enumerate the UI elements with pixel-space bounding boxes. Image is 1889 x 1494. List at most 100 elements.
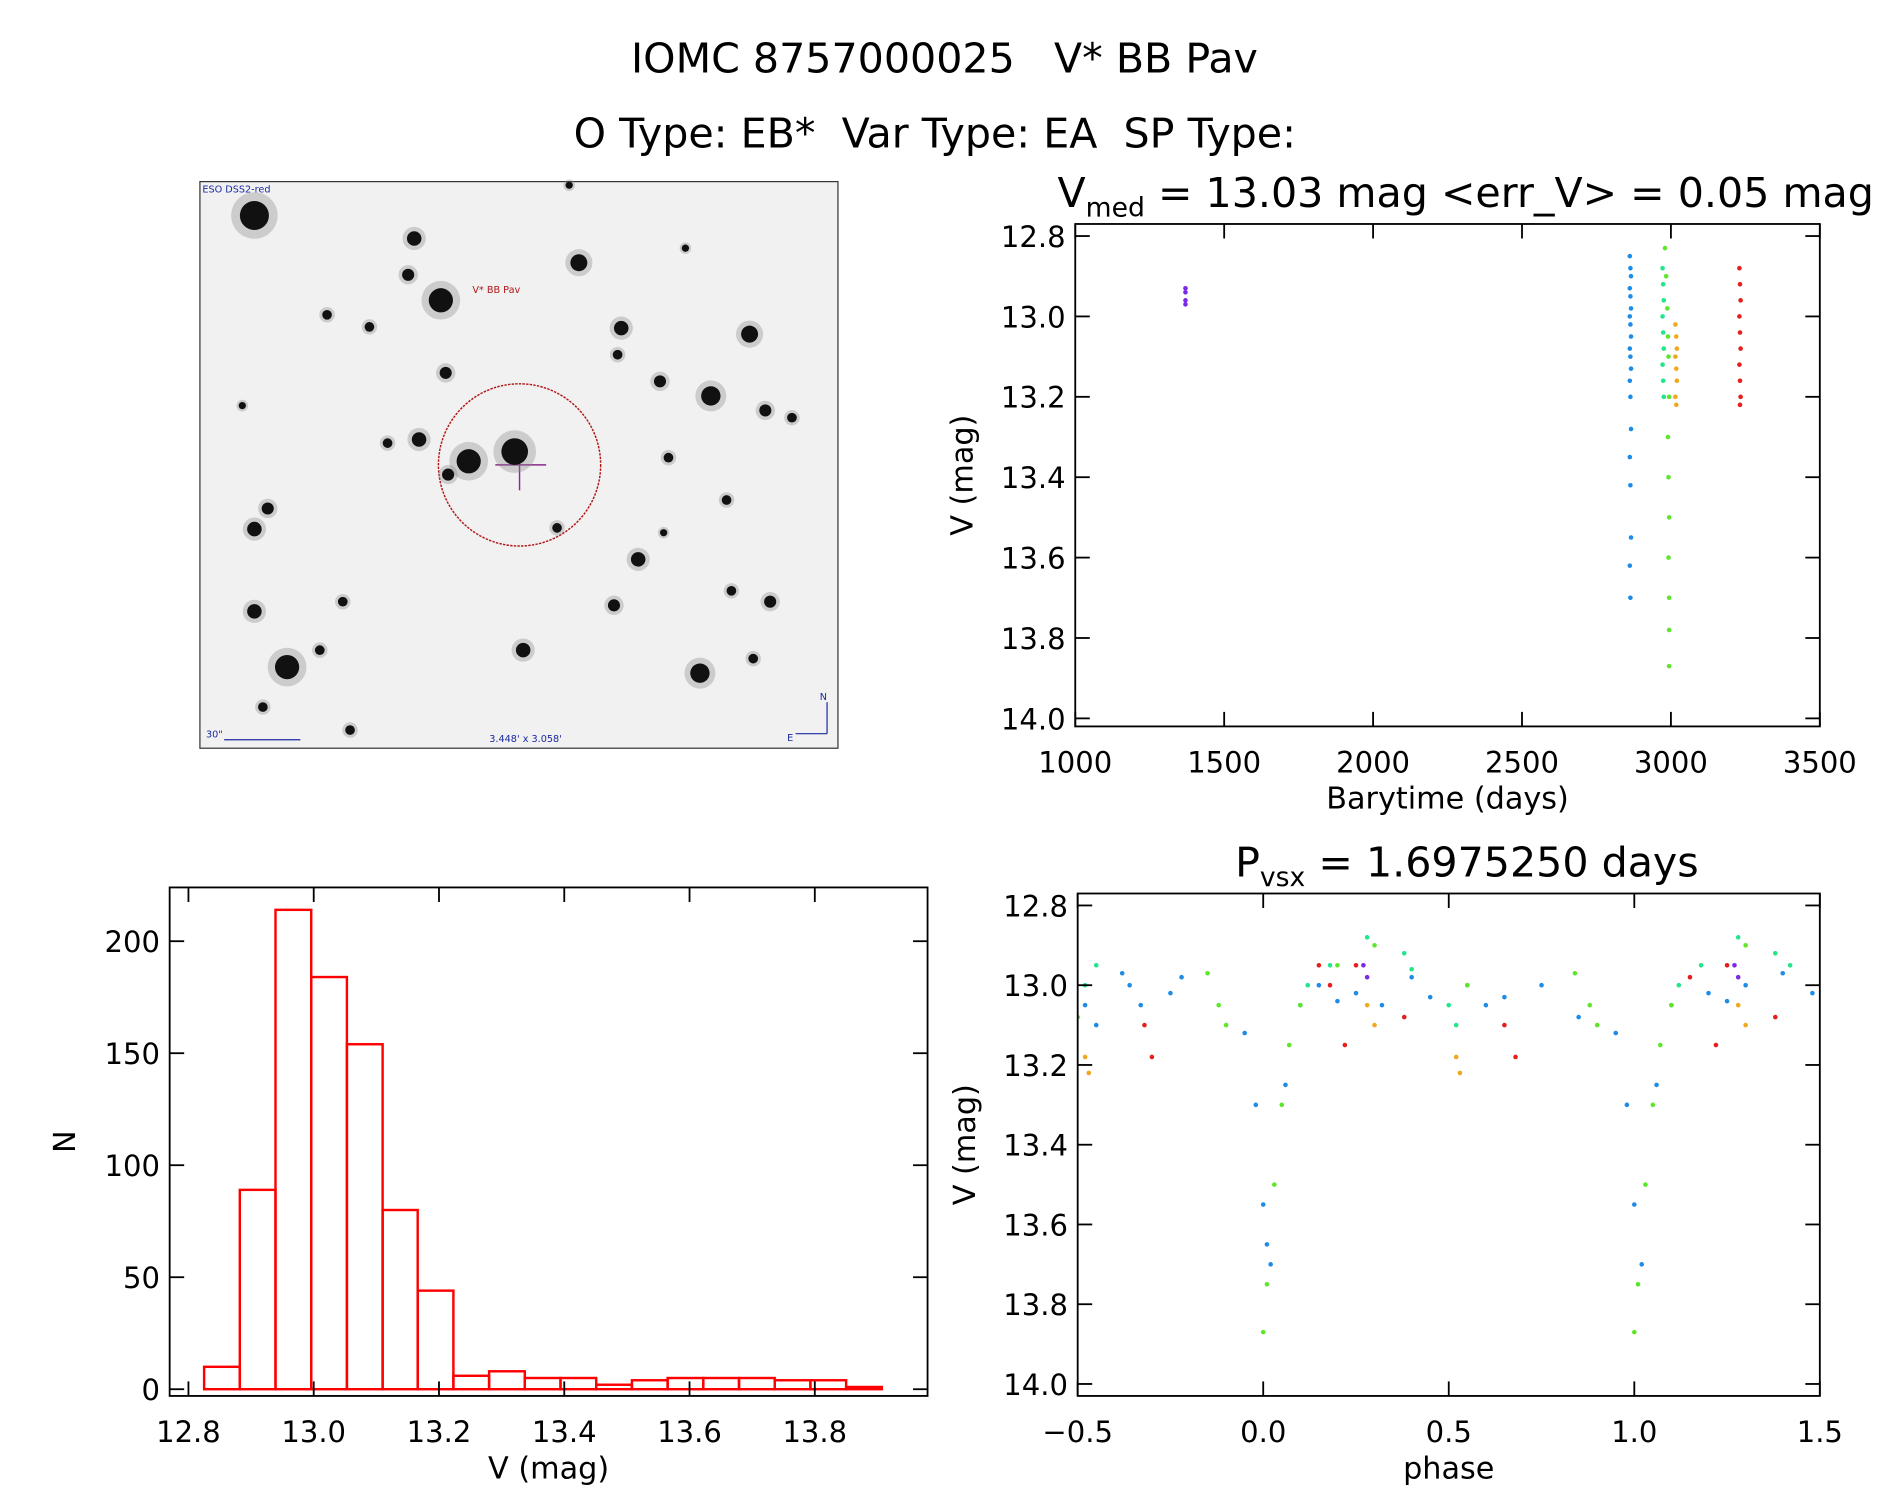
bar [274, 908, 313, 1391]
y-axis-label: N [48, 1130, 83, 1153]
point [1650, 1102, 1656, 1108]
star [653, 375, 667, 388]
x-tick-label: 13.2 [407, 1415, 472, 1449]
point [1082, 1002, 1088, 1008]
survey-label: ESO DSS2-red [202, 185, 270, 196]
point [1627, 454, 1633, 460]
star [764, 595, 777, 608]
star [607, 599, 621, 612]
point [1737, 265, 1742, 271]
star [406, 231, 422, 246]
bar [202, 1365, 242, 1391]
x-tick-label: 13.6 [657, 1415, 722, 1449]
point [1628, 306, 1634, 311]
x-tick-label: 1000 [1038, 745, 1112, 779]
point [1119, 970, 1125, 976]
point [1409, 974, 1414, 980]
y-tick-label: 50 [123, 1261, 160, 1295]
point [1787, 962, 1793, 968]
bar [487, 1370, 527, 1391]
point [1168, 990, 1173, 996]
title-main: P [1235, 839, 1260, 887]
point [1316, 962, 1322, 968]
bar [630, 1379, 669, 1391]
star [247, 521, 262, 537]
y-tick-label: 13.0 [1003, 969, 1068, 1003]
y-tick-label: 13.6 [1001, 541, 1066, 575]
x-tick-label: 0.5 [1426, 1415, 1472, 1449]
point [1639, 1262, 1645, 1267]
star [247, 604, 262, 619]
star [345, 725, 355, 735]
point [1093, 962, 1099, 968]
marks [1183, 245, 1743, 669]
point [1666, 394, 1672, 400]
title-sub: vsx [1260, 862, 1305, 893]
bar [809, 1379, 848, 1391]
y-tick-label: 150 [105, 1037, 160, 1071]
point [1635, 1281, 1641, 1287]
point [1738, 394, 1743, 400]
star [552, 523, 562, 533]
point [1737, 281, 1743, 287]
point [1724, 962, 1730, 968]
point [1082, 1054, 1088, 1060]
y-tick-label: 13.2 [1003, 1049, 1068, 1083]
point [1453, 1054, 1459, 1060]
point [1662, 245, 1668, 251]
point [1624, 1102, 1630, 1108]
point [1673, 322, 1678, 327]
star [612, 349, 623, 360]
point [1737, 378, 1743, 384]
point [1587, 1002, 1593, 1008]
y-tick-label: 14.0 [1003, 1368, 1068, 1402]
point [1364, 1002, 1370, 1008]
x-tick-label: 2500 [1485, 745, 1559, 779]
point [1401, 1014, 1407, 1020]
star [258, 702, 268, 712]
point [1643, 1182, 1648, 1187]
point [1513, 1054, 1518, 1060]
x-tick-label: 1.0 [1611, 1415, 1657, 1449]
point [1353, 990, 1359, 996]
point [1183, 302, 1188, 307]
marks [1077, 935, 1815, 1335]
point [1773, 951, 1778, 956]
star [456, 449, 481, 474]
marks [202, 908, 884, 1391]
point [1223, 1022, 1229, 1028]
point [1457, 1070, 1463, 1076]
star [239, 200, 269, 231]
star [322, 309, 332, 320]
star [721, 495, 732, 505]
point [1735, 1002, 1741, 1008]
point [1660, 362, 1665, 367]
point [1676, 982, 1682, 988]
point [1673, 394, 1678, 400]
point [1316, 982, 1322, 988]
point [1264, 1242, 1270, 1247]
point [1674, 378, 1680, 384]
x-tick-label: −0.5 [1042, 1415, 1113, 1449]
point [1335, 962, 1340, 968]
figure-subtitle: O Type: EB* Var Type: EA SP Type: [574, 110, 1296, 158]
point [1661, 298, 1667, 303]
x-tick-label: 1.5 [1797, 1415, 1843, 1449]
point [1446, 1002, 1452, 1008]
y-tick-label: 13.8 [1001, 622, 1066, 656]
point [1401, 951, 1407, 956]
point [1379, 1002, 1385, 1008]
point [1631, 1329, 1637, 1335]
point [1216, 1002, 1221, 1008]
star [663, 452, 674, 463]
point [1743, 943, 1748, 948]
point [1372, 1022, 1377, 1028]
star [681, 244, 690, 252]
y-tick-label: 13.4 [1003, 1129, 1068, 1163]
point [1673, 354, 1678, 359]
point [1298, 1002, 1303, 1008]
point [1627, 314, 1633, 319]
star [382, 438, 393, 448]
y-tick-label: 13.8 [1003, 1288, 1068, 1322]
point [1706, 990, 1711, 996]
